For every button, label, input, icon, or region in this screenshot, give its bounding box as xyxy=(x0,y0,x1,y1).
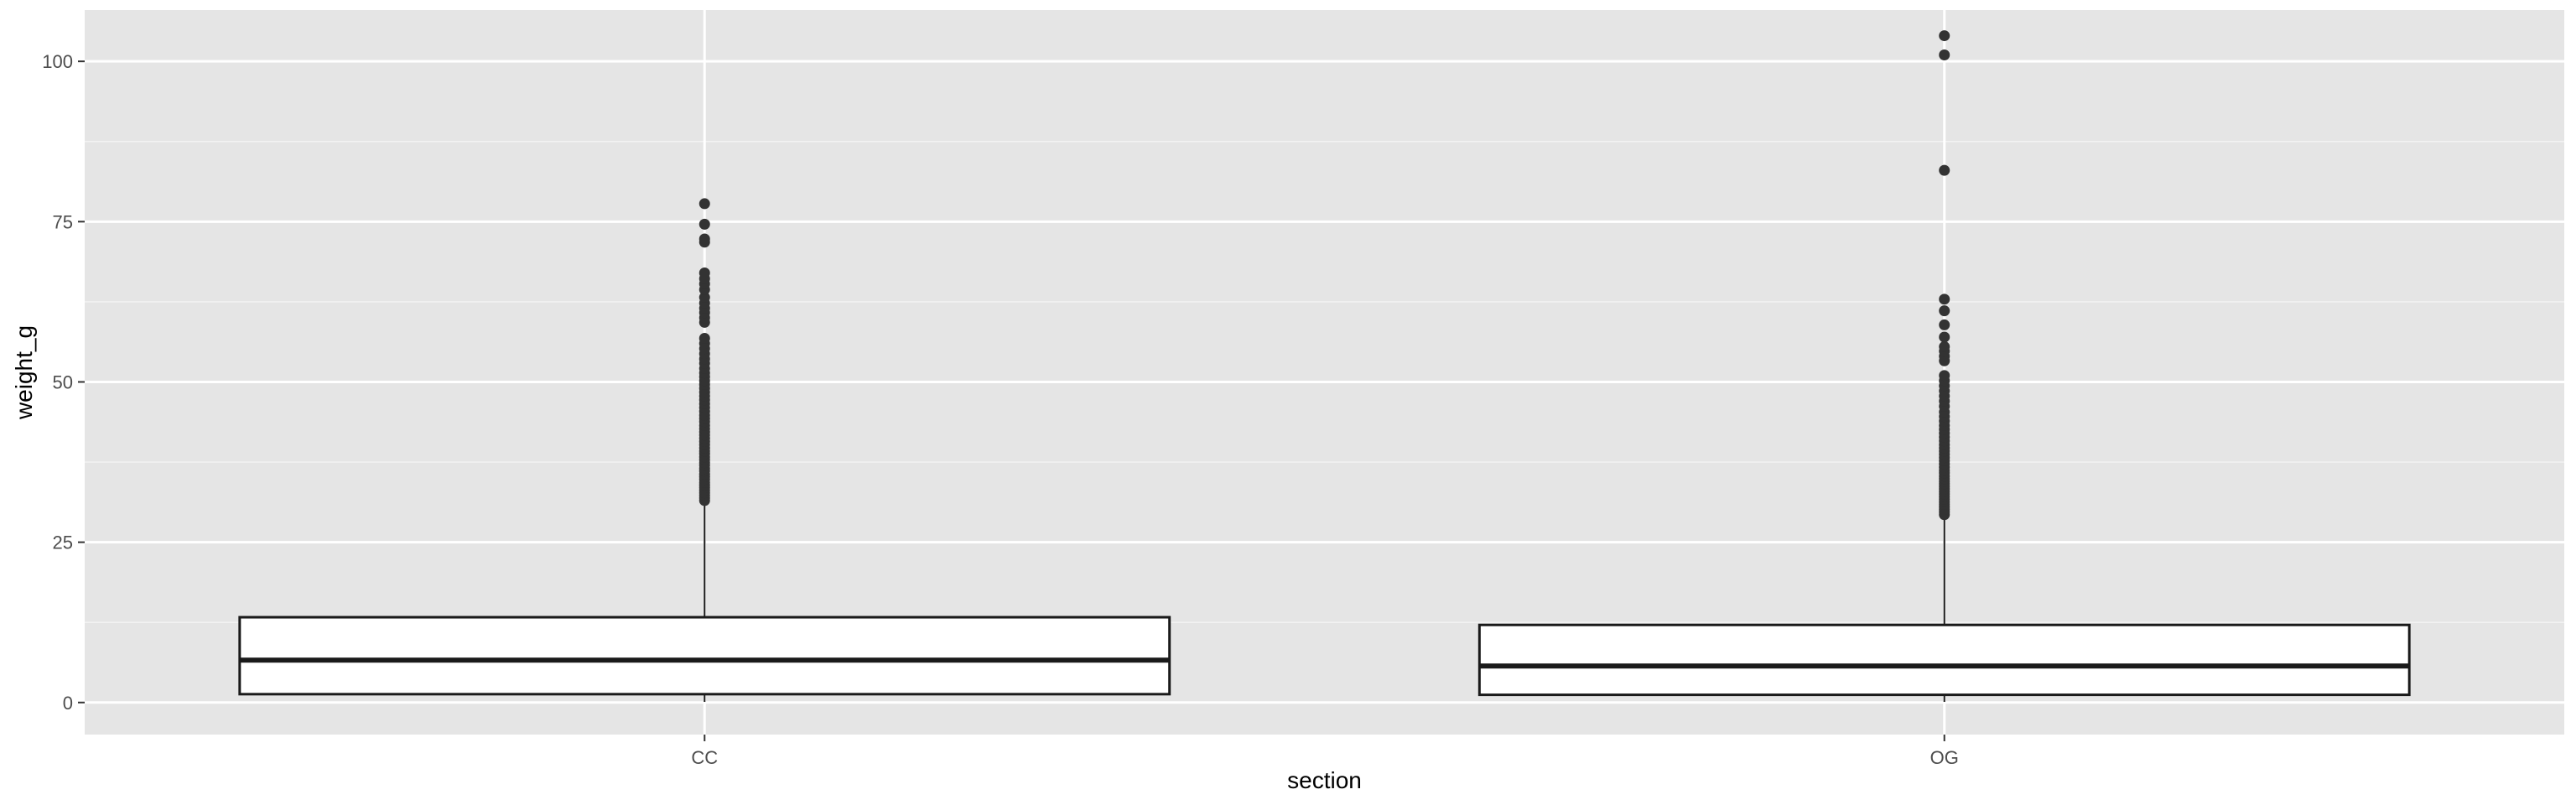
outlier-point xyxy=(1939,30,1950,42)
y-tick-label: 75 xyxy=(53,211,73,232)
y-tick-label: 25 xyxy=(53,532,73,553)
outlier-point xyxy=(699,233,710,245)
outlier-point xyxy=(1939,340,1950,352)
box-iqr xyxy=(1478,623,2411,697)
plot-panel xyxy=(85,10,2564,735)
outlier-point xyxy=(699,218,710,230)
x-axis: CC OG xyxy=(691,735,1959,768)
outlier-point xyxy=(1939,164,1950,176)
outlier-point xyxy=(1939,49,1950,61)
box-iqr xyxy=(238,615,1171,696)
outlier-point xyxy=(1939,331,1950,343)
x-tick-label: CC xyxy=(691,747,718,768)
outlier-point xyxy=(1939,319,1950,330)
outlier-point xyxy=(1939,293,1950,305)
x-tick-label: OG xyxy=(1930,747,1959,768)
box-cc xyxy=(238,198,1171,703)
outlier-point xyxy=(1939,305,1950,317)
box-series xyxy=(238,30,2411,703)
outlier-point xyxy=(699,292,710,304)
y-axis: 0 25 50 75 100 xyxy=(42,51,85,714)
outlier-point xyxy=(699,198,710,210)
outlier-point xyxy=(699,332,710,344)
y-tick-label: 100 xyxy=(42,51,73,72)
x-axis-title: section xyxy=(1287,767,1362,793)
y-tick-label: 0 xyxy=(63,693,73,714)
outlier-point xyxy=(699,267,710,278)
y-axis-title: weight_g xyxy=(11,325,37,420)
outlier-point xyxy=(1939,370,1950,382)
y-tick-label: 50 xyxy=(53,371,73,392)
box-og xyxy=(1478,30,2411,703)
